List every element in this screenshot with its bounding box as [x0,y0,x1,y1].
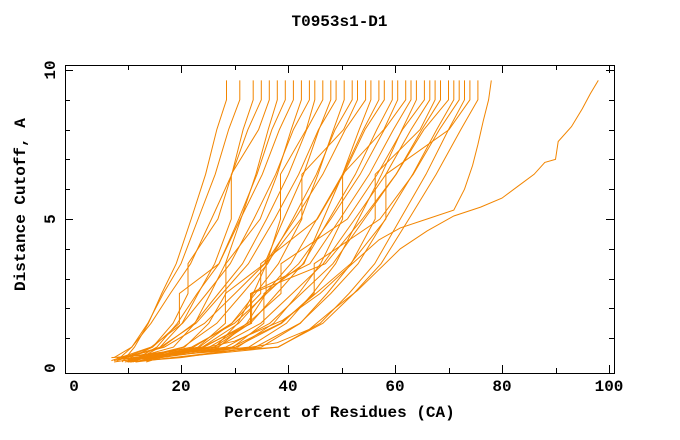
model-curve [119,80,471,360]
x-tick-label: 20 [171,378,190,396]
chart-title: T0953s1-D1 [291,13,388,31]
model-curve [116,80,241,361]
model-curve [127,80,345,360]
y-tick-label: 5 [42,214,60,224]
x-tick-label: 0 [69,378,79,396]
model-curve [119,80,286,360]
model-curve [111,80,455,359]
model-curve [127,80,254,360]
model-curve [140,80,449,360]
model-curve [130,80,460,363]
y-tick-label: 10 [42,60,60,79]
model-curve [132,80,479,359]
model-curve [135,80,436,363]
model-curve [127,80,417,362]
model-curve [140,80,353,359]
model-curve [122,80,492,362]
model-curve [135,80,332,363]
x-tick-label: 100 [595,378,624,396]
x-tick-label: 60 [385,378,404,396]
model-curve [116,80,431,359]
y-tick-label: 0 [42,363,60,373]
model-curve [143,80,316,360]
model-curve [111,80,310,362]
model-curve [124,80,358,363]
model-curve [114,80,412,363]
model-curve [130,80,302,363]
model-curve [116,80,337,362]
model-curve [138,80,407,359]
x-axis-title: Percent of Residues (CA) [224,404,455,422]
model-curve [132,80,270,363]
x-tick-label: 40 [278,378,297,396]
model-curve [127,80,599,363]
model-curve [130,80,393,362]
x-tick-label: 80 [492,378,511,396]
model-curve [119,80,380,359]
model-curve [113,80,367,362]
model-curve [113,80,262,359]
